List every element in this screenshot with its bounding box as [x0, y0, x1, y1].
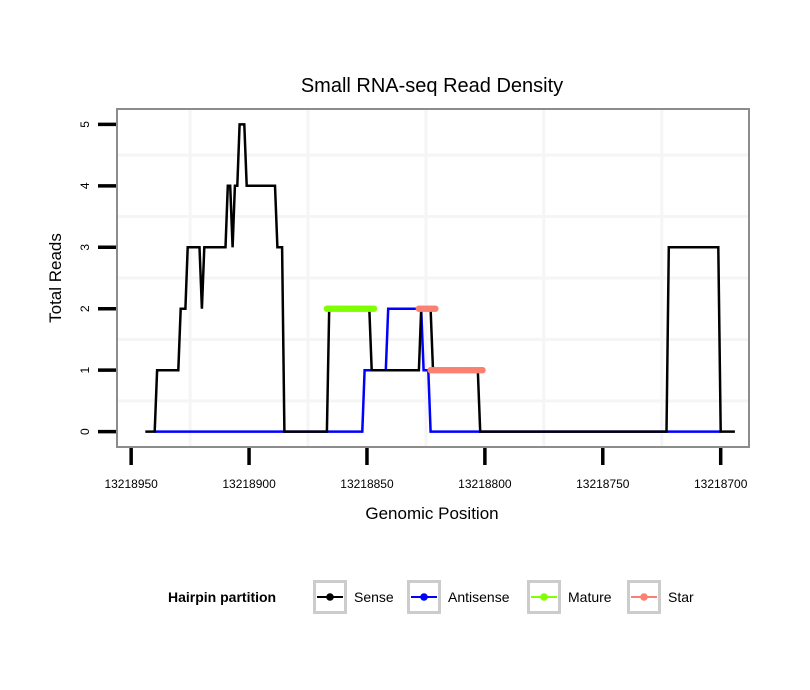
series-star: [415, 305, 486, 374]
series-layer: [145, 123, 735, 433]
y-tick-label: 0: [78, 428, 92, 435]
x-tick-label: 13218850: [340, 477, 394, 491]
legend-key-point-sense: [326, 593, 334, 601]
x-tick-label: 13218750: [576, 477, 630, 491]
series-mature-point: [370, 305, 378, 312]
series-star-point: [479, 366, 486, 374]
y-tick-label: 4: [78, 182, 92, 189]
chart-title: Small RNA-seq Read Density: [301, 75, 563, 97]
legend-key-point-antisense: [420, 593, 428, 601]
legend-key-point-star: [640, 593, 648, 601]
y-tick-label: 1: [78, 367, 92, 374]
series-antisense-line: [154, 307, 721, 433]
legend-label-mature: Mature: [568, 589, 612, 605]
legend-label-antisense: Antisense: [448, 589, 510, 605]
grid: [117, 109, 749, 447]
y-tick-label: 5: [78, 121, 92, 128]
legend-label-star: Star: [668, 589, 694, 605]
legend-label-sense: Sense: [354, 589, 394, 605]
axes: 13218950 13218900 13218850 13218800 13218750…: [78, 121, 748, 491]
legend-title: Hairpin partition: [168, 589, 276, 605]
y-tick-label: 3: [78, 244, 92, 251]
legend-item-mature: Mature: [527, 580, 612, 614]
plot-panel: [116, 108, 750, 448]
legend-item-antisense: Antisense: [407, 580, 510, 614]
legend-key-point-mature: [540, 593, 548, 601]
x-tick-label: 13218950: [104, 477, 158, 491]
x-tick-label: 13218900: [222, 477, 276, 491]
x-axis-title: Genomic Position: [365, 504, 498, 523]
y-axis-title: Total Reads: [46, 233, 65, 323]
x-tick-label: 13218700: [694, 477, 748, 491]
legend-item-star: Star: [627, 580, 694, 614]
y-tick-label: 2: [78, 305, 92, 312]
legend-item-sense: Sense: [313, 580, 394, 614]
series-star-point: [432, 305, 439, 312]
x-tick-label: 13218800: [458, 477, 512, 491]
legend: Hairpin partition Sense Antisense Mature St…: [168, 580, 694, 614]
series-mature: [323, 305, 378, 312]
